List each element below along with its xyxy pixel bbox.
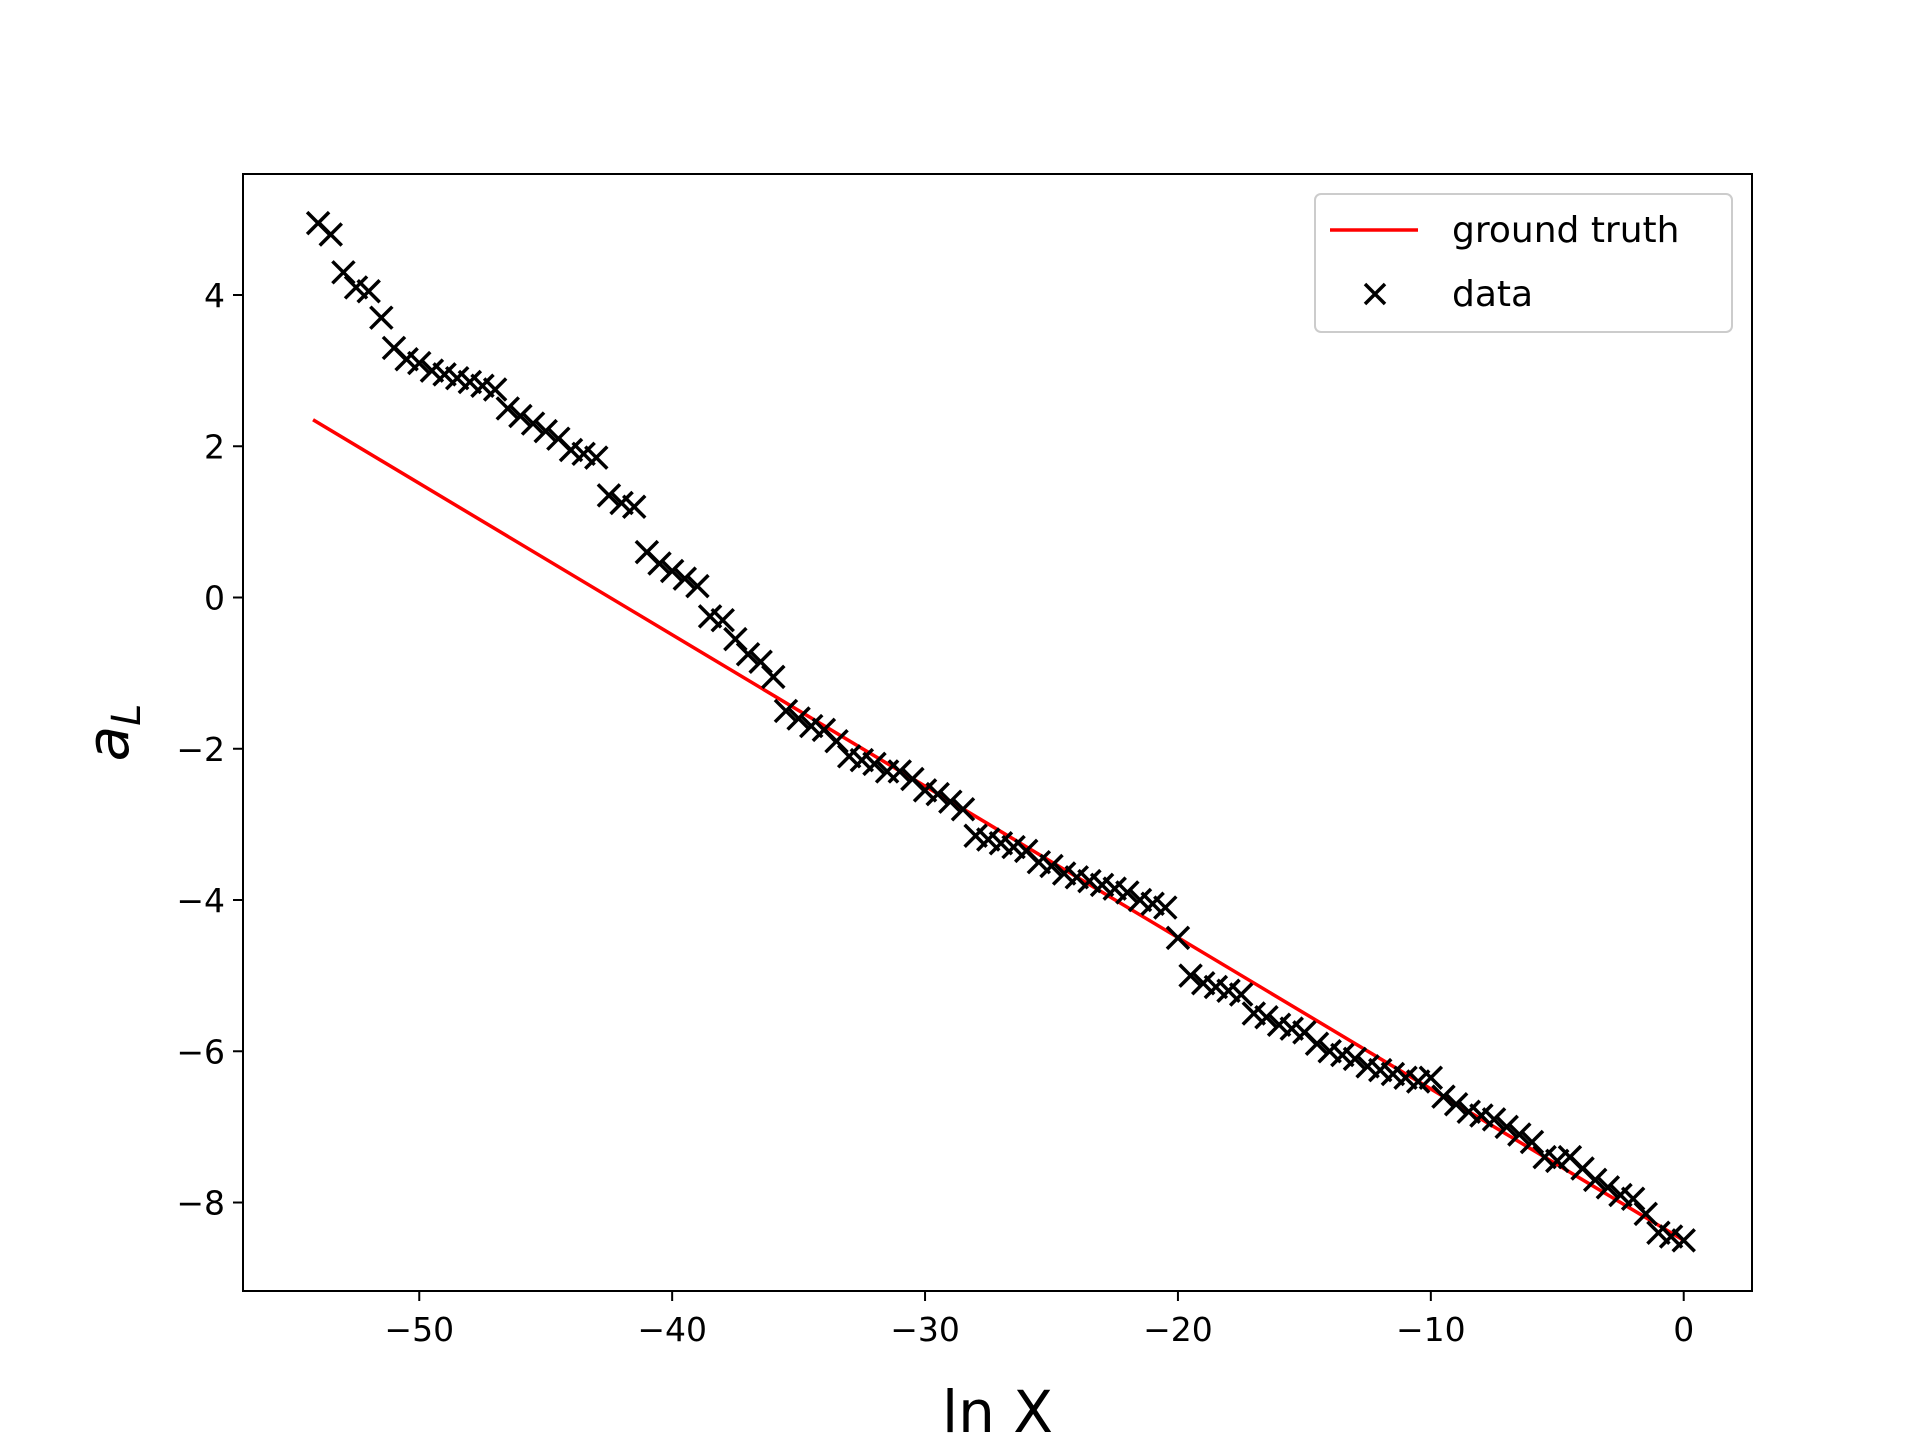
data-marker — [925, 781, 950, 807]
data-marker — [1620, 1186, 1646, 1211]
data-marker — [1039, 853, 1064, 879]
y-tick-label: −6 — [176, 1032, 225, 1071]
data-marker — [520, 411, 546, 436]
data-marker — [1431, 1084, 1456, 1109]
data-marker — [1115, 880, 1140, 905]
y-tick-label: 0 — [204, 579, 225, 618]
data-marker — [584, 445, 609, 470]
y-tick-label: −4 — [176, 881, 225, 920]
data-marker — [710, 607, 735, 633]
data-marker — [1254, 1004, 1279, 1030]
data-marker — [824, 728, 849, 754]
data-marker — [1228, 982, 1254, 1007]
legend-marker — [1363, 282, 1387, 306]
legend-box — [1314, 193, 1733, 333]
x-tick-label: −40 — [637, 1310, 707, 1349]
data-marker — [495, 396, 521, 421]
data-marker — [1671, 1228, 1696, 1253]
data-marker — [723, 626, 748, 652]
data-marker — [735, 641, 761, 667]
data-marker — [748, 649, 773, 675]
data-marker — [1153, 895, 1178, 920]
data-marker — [647, 551, 672, 576]
data-marker — [331, 260, 356, 285]
data-marker — [1443, 1091, 1469, 1117]
data-marker — [1165, 925, 1191, 951]
data-marker — [508, 403, 533, 429]
data-marker — [1178, 963, 1203, 988]
data-marker — [533, 418, 558, 444]
data-marker — [482, 377, 508, 402]
data-marker — [407, 350, 432, 376]
data-marker — [773, 698, 799, 724]
data-marker — [596, 483, 622, 508]
data-marker — [761, 664, 786, 690]
data-marker — [659, 558, 685, 584]
y-axis-label: aL — [74, 704, 150, 762]
data-marker — [672, 566, 698, 591]
data-marker — [862, 751, 887, 777]
y-tick-label: 2 — [204, 427, 225, 466]
data-marker — [1418, 1065, 1444, 1090]
data-marker — [1494, 1114, 1519, 1140]
data-marker — [1582, 1167, 1608, 1193]
data-marker — [786, 706, 811, 731]
x-tick-label: −30 — [890, 1310, 960, 1349]
x-tick-label: −20 — [1143, 1310, 1213, 1349]
y-tick-label: 4 — [204, 276, 225, 315]
x-axis-label: ln X — [942, 1378, 1053, 1440]
data-marker — [1481, 1107, 1507, 1132]
legend-label: data — [1452, 274, 1533, 315]
data-marker — [1342, 1046, 1368, 1072]
data-marker — [887, 759, 912, 784]
data-marker — [938, 789, 963, 814]
data-marker — [1595, 1175, 1621, 1200]
legend-label: ground truth — [1452, 210, 1679, 251]
data-marker — [950, 797, 976, 822]
x-tick-label: 0 — [1673, 1310, 1694, 1349]
data-marker — [356, 278, 381, 304]
x-tick-label: −50 — [384, 1310, 454, 1349]
data-marker — [1633, 1201, 1659, 1227]
data-marker — [369, 305, 394, 330]
data-marker — [318, 222, 343, 247]
y-tick-label: −8 — [176, 1184, 225, 1223]
data-marker — [685, 573, 710, 599]
y-tick-label: −2 — [176, 730, 225, 769]
x-tick-label: −10 — [1396, 1310, 1466, 1349]
data-marker — [621, 494, 647, 519]
axes-frame — [242, 173, 1753, 1292]
plot-area — [305, 210, 1696, 1253]
data-marker — [1304, 1031, 1330, 1056]
data-marker — [1507, 1122, 1532, 1147]
